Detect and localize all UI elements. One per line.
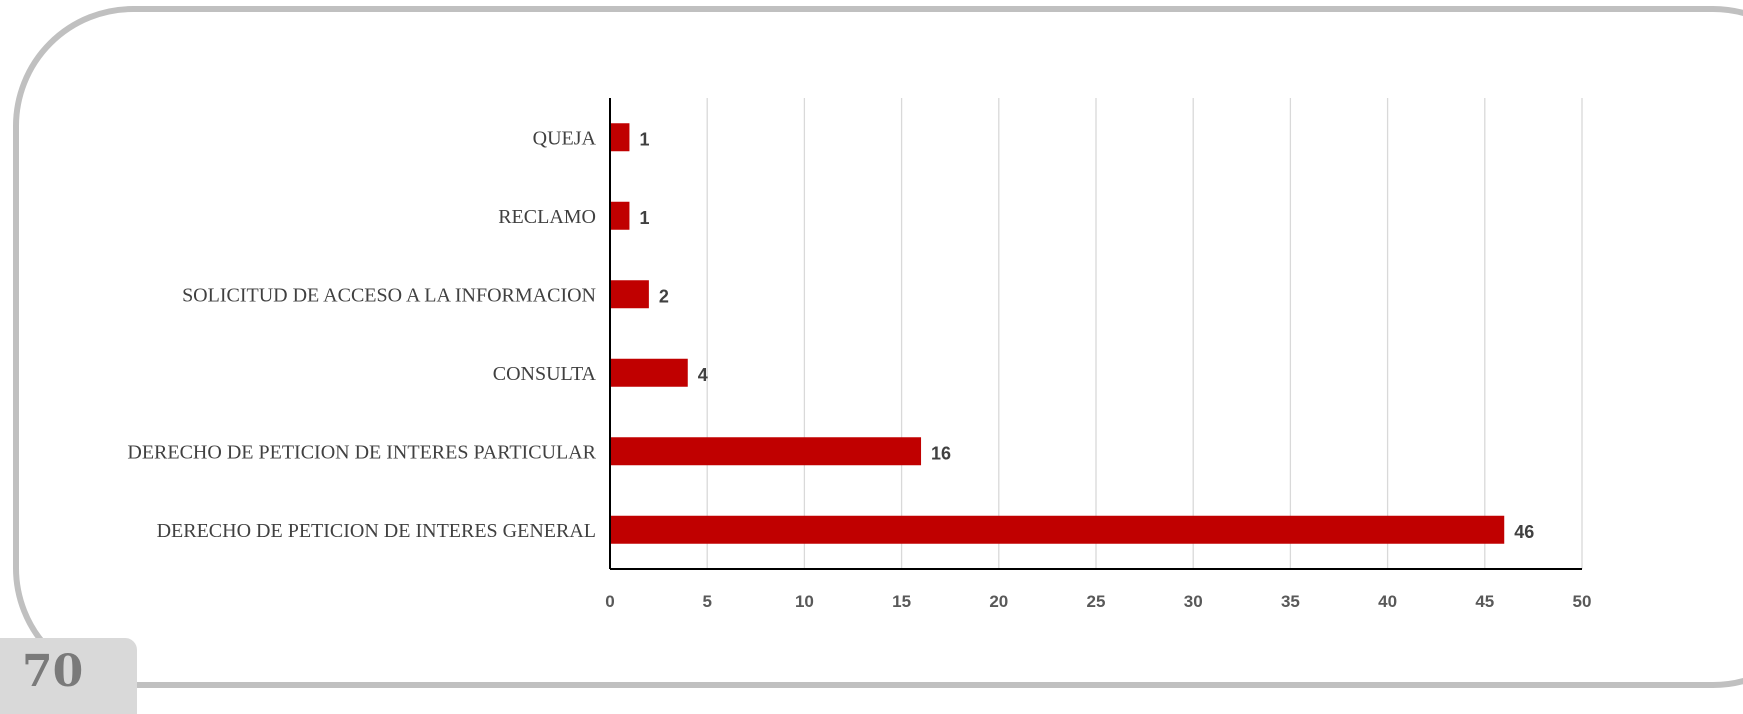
x-tick-label: 0	[605, 592, 614, 611]
x-tick-label: 15	[892, 592, 911, 611]
category-label: RECLAMO	[498, 206, 596, 228]
category-label: QUEJA	[533, 127, 597, 149]
axes	[609, 98, 1582, 570]
rounded-frame	[13, 6, 1743, 688]
data-label: 16	[931, 443, 951, 463]
x-tick-label: 10	[795, 592, 814, 611]
bar-1	[610, 123, 630, 152]
labels: 0 5 10 15 20 25 30 35 40 45 50 QUEJA 1 RECLAMO 1 SOLICI…	[127, 127, 1591, 611]
bar-3	[610, 280, 649, 309]
category-label: SOLICITUD DE ACCESO A LA INFORMACION	[182, 284, 596, 306]
x-tick-label: 25	[1087, 592, 1106, 611]
x-tick-label: 45	[1475, 592, 1494, 611]
gridlines	[706, 98, 1583, 569]
x-tick-label: 5	[702, 592, 711, 611]
bar-6	[610, 515, 1505, 544]
bar-2	[610, 201, 630, 230]
bar-5	[610, 437, 922, 466]
data-label: 4	[698, 365, 708, 385]
category-label: DERECHO DE PETICION DE INTERES GENERAL	[157, 520, 596, 542]
page-number-tab	[0, 638, 137, 714]
x-tick-label: 35	[1281, 592, 1300, 611]
data-label: 1	[639, 129, 649, 149]
category-label: DERECHO DE PETICION DE INTERES PARTICULA…	[127, 441, 596, 463]
x-tick-label: 40	[1378, 592, 1397, 611]
bar-4	[610, 358, 688, 387]
x-tick-label: 30	[1184, 592, 1203, 611]
x-tick-label: 50	[1573, 592, 1592, 611]
category-label: CONSULTA	[493, 363, 597, 385]
data-label: 2	[659, 286, 669, 306]
data-label: 1	[639, 208, 649, 228]
x-tick-label: 20	[989, 592, 1008, 611]
data-label: 46	[1514, 522, 1534, 542]
page-number: 70	[22, 646, 84, 697]
bars	[610, 123, 1505, 544]
